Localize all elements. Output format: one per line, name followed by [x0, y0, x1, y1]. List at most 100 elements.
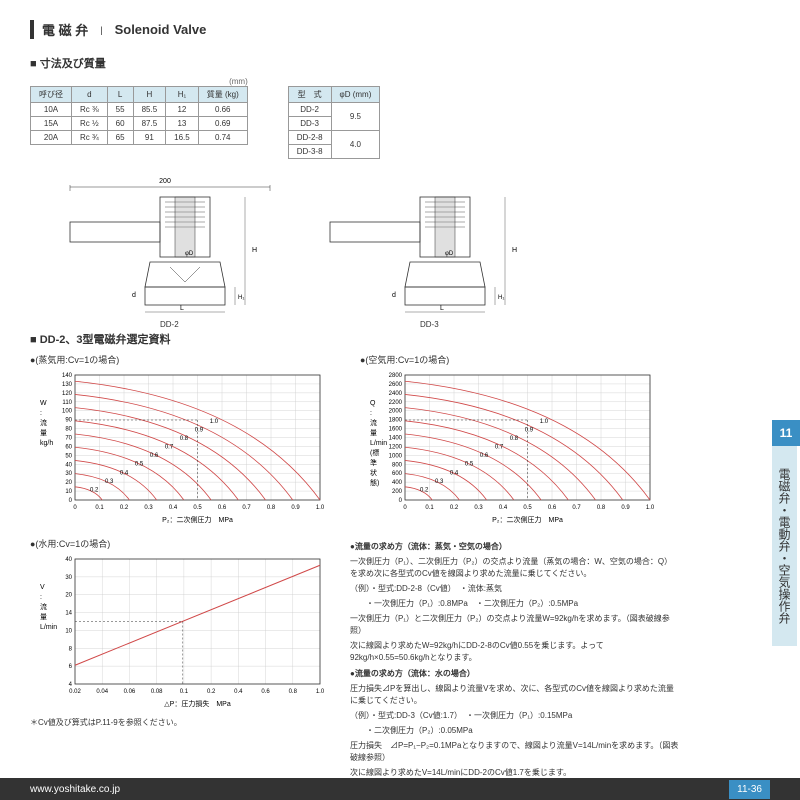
svg-text:0.4: 0.4: [499, 505, 508, 511]
svg-text:1.0: 1.0: [316, 505, 325, 511]
svg-text:6: 6: [69, 664, 73, 670]
svg-text:流: 流: [370, 418, 377, 427]
svg-text:L/min: L/min: [370, 440, 387, 447]
svg-text:0.3: 0.3: [474, 505, 483, 511]
svg-text:600: 600: [392, 471, 403, 477]
svg-text:d: d: [392, 292, 396, 299]
svg-text:1.0: 1.0: [540, 419, 549, 425]
svg-text:0: 0: [69, 498, 73, 504]
svg-text:d: d: [132, 292, 136, 299]
svg-text:0.2: 0.2: [450, 505, 459, 511]
svg-text:H: H: [512, 247, 517, 254]
svg-text:(標: (標: [370, 448, 379, 457]
svg-text:0.9: 0.9: [621, 505, 630, 511]
svg-text:0.8: 0.8: [267, 505, 276, 511]
svg-text:20: 20: [65, 593, 72, 599]
svg-text:800: 800: [392, 462, 403, 468]
svg-text:8: 8: [69, 646, 73, 652]
svg-text:0.8: 0.8: [180, 436, 189, 442]
svg-text:50: 50: [65, 453, 72, 459]
svg-text:80: 80: [65, 427, 72, 433]
svg-text:0.6: 0.6: [261, 689, 270, 695]
svg-text:0.5: 0.5: [193, 505, 202, 511]
svg-text:0.4: 0.4: [169, 505, 178, 511]
header-en: Solenoid Valve: [115, 22, 207, 37]
water-chart: ●(水用:Cv=1の場合) 0.020.040.060.080.10.20.40…: [30, 537, 330, 797]
svg-text:400: 400: [392, 480, 403, 486]
svg-text:0.1: 0.1: [180, 689, 189, 695]
model-table: 型 式φD (mm) DD-29.5DD-3DD-2-84.0DD-3-8: [288, 86, 381, 159]
svg-text:0.5: 0.5: [465, 462, 474, 468]
svg-text:0.8: 0.8: [289, 689, 298, 695]
svg-text:流: 流: [40, 418, 47, 427]
svg-text:1.0: 1.0: [316, 689, 325, 695]
svg-text:△P：圧力損失 MPa: △P：圧力損失 MPa: [164, 699, 231, 708]
svg-text:0.2: 0.2: [420, 487, 429, 493]
svg-text:0.3: 0.3: [105, 479, 114, 485]
svg-text:130: 130: [62, 382, 73, 388]
svg-text:0.6: 0.6: [548, 505, 557, 511]
svg-text:0.02: 0.02: [69, 689, 81, 695]
svg-text:0.7: 0.7: [165, 445, 174, 451]
steam-chart: ●(蒸気用:Cv=1の場合) 00.10.20.30.40.50.60.70.8…: [30, 353, 330, 527]
svg-text:100: 100: [62, 409, 73, 415]
svg-text:0.1: 0.1: [95, 505, 104, 511]
svg-text:0.9: 0.9: [525, 427, 534, 433]
svg-text:40: 40: [65, 462, 72, 468]
svg-text:40: 40: [65, 557, 72, 563]
table1-unit: (mm): [30, 77, 248, 86]
svg-text::: :: [40, 410, 42, 417]
svg-text:0.7: 0.7: [495, 445, 504, 451]
svg-text:0.06: 0.06: [124, 689, 136, 695]
svg-text:0.08: 0.08: [151, 689, 163, 695]
svg-text:kg/h: kg/h: [40, 440, 53, 447]
diagram-dd3: H H₁ L d φD DD-3: [320, 167, 580, 317]
svg-text:2000: 2000: [389, 409, 403, 415]
svg-text:1.0: 1.0: [210, 419, 219, 425]
svg-text:70: 70: [65, 436, 72, 442]
svg-text:量: 量: [370, 429, 377, 437]
svg-text:0.8: 0.8: [597, 505, 606, 511]
svg-text:90: 90: [65, 418, 72, 424]
svg-text:0.2: 0.2: [120, 505, 129, 511]
svg-text:0.4: 0.4: [120, 470, 129, 476]
svg-text:0.5: 0.5: [523, 505, 532, 511]
svg-text:2400: 2400: [389, 391, 403, 397]
svg-text:態): 態): [370, 478, 379, 487]
svg-text:20: 20: [65, 480, 72, 486]
svg-text:2600: 2600: [389, 382, 403, 388]
svg-text:2800: 2800: [389, 373, 403, 379]
svg-text:φD: φD: [185, 251, 194, 257]
svg-text::: :: [40, 594, 42, 601]
diagram-dd2: 200 H H₁ L: [30, 167, 290, 317]
section-selection: ■ DD-2、3型電磁弁選定資料: [30, 331, 770, 347]
section-dimensions: ■ 寸法及び質量: [30, 55, 770, 71]
svg-text:P₂：二次側圧力 MPa: P₂：二次側圧力 MPa: [492, 515, 563, 524]
svg-text:30: 30: [65, 471, 72, 477]
svg-text:60: 60: [65, 444, 72, 450]
svg-text:Q: Q: [370, 400, 376, 407]
svg-text:1400: 1400: [389, 436, 403, 442]
svg-text:0.2: 0.2: [90, 487, 99, 493]
svg-text:0.9: 0.9: [195, 427, 204, 433]
svg-text:0.3: 0.3: [435, 479, 444, 485]
svg-text:0: 0: [73, 505, 77, 511]
page-footer: www.yoshitake.co.jp 11-36: [0, 778, 800, 800]
svg-text:1800: 1800: [389, 418, 403, 424]
svg-text:L: L: [180, 305, 184, 312]
svg-text:200: 200: [392, 489, 403, 495]
air-chart: ●(空気用:Cv=1の場合) 00.10.20.30.40.50.60.70.8…: [360, 353, 660, 527]
svg-text:0.7: 0.7: [242, 505, 251, 511]
svg-text:H₁: H₁: [498, 295, 504, 301]
svg-text:0.5: 0.5: [135, 462, 144, 468]
svg-text:0.4: 0.4: [450, 470, 459, 476]
svg-text:L/min: L/min: [40, 624, 57, 631]
svg-text:140: 140: [62, 373, 73, 379]
svg-text:H₁: H₁: [238, 295, 244, 301]
footer-url: www.yoshitake.co.jp: [30, 784, 120, 795]
cv-footnote: ＊Cv値及び算式はP.11-9を参照ください。: [30, 717, 330, 728]
svg-text:0.7: 0.7: [572, 505, 581, 511]
svg-text:0.8: 0.8: [510, 436, 519, 442]
svg-text:2200: 2200: [389, 400, 403, 406]
calculation-notes: ●流量の求め方（流体：蒸気・空気の場合） 一次側圧力（P₁）、二次側圧力（P₂）…: [350, 537, 680, 797]
